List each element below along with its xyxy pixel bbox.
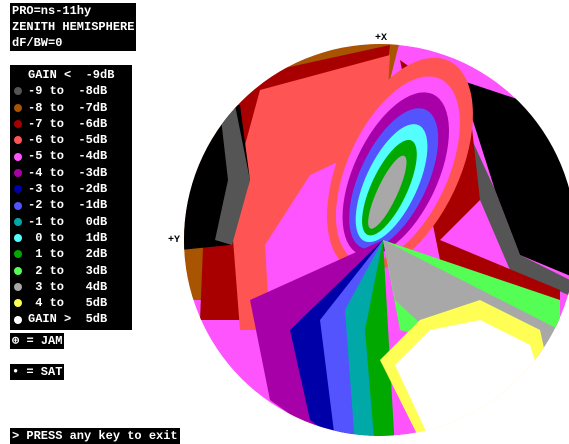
header-line: PRO=ns-11hy	[12, 4, 92, 18]
legend-label: -5 to -4dB	[28, 149, 108, 164]
jam-symbol: ⊕ = JAM	[10, 333, 65, 349]
legend-label: 3 to 4dB	[28, 279, 108, 294]
legend-row: 4 to 5dB	[12, 295, 130, 311]
legend-label: 2 to 3dB	[28, 263, 108, 278]
legend-row: -3 to -2dB	[12, 181, 130, 197]
legend-swatch	[14, 315, 22, 324]
legend-label: -9 to -8dB	[28, 84, 108, 99]
legend-swatch	[14, 299, 22, 308]
legend-row: -4 to -3dB	[12, 165, 130, 181]
legend-label: GAIN < -9dB	[28, 68, 115, 82]
legend-row: -5 to -4dB	[12, 148, 130, 164]
axis-y-label: +Y	[168, 235, 180, 246]
legend-row: -7 to -6dB	[12, 116, 130, 132]
gain-region	[215, 105, 250, 245]
legend-row: 3 to 4dB	[12, 279, 130, 295]
legend-row: 0 to 1dB	[12, 230, 130, 246]
legend: GAIN < -9dB -9 to -8dB -8 to -7dB -7 to -6d…	[10, 65, 132, 330]
legend-label: -6 to -5dB	[28, 133, 108, 148]
legend-row: -6 to -5dB	[12, 132, 130, 148]
sat-symbol: • = SAT	[10, 364, 65, 380]
legend-swatch	[14, 87, 22, 96]
legend-label: -7 to -6dB	[28, 116, 108, 131]
legend-label: -4 to -3dB	[28, 165, 108, 180]
header-line: dF/BW=0	[12, 36, 63, 50]
legend-label: 4 to 5dB	[28, 296, 108, 311]
legend-swatch	[14, 120, 22, 129]
legend-swatch	[14, 103, 22, 112]
legend-row: -1 to 0dB	[12, 214, 130, 230]
legend-row: GAIN > 5dB	[12, 311, 130, 327]
legend-swatch	[14, 168, 22, 177]
legend-row: 2 to 3dB	[12, 263, 130, 279]
legend-swatch	[14, 136, 22, 145]
legend-swatch	[14, 266, 22, 275]
gain-region	[368, 155, 407, 229]
legend-row: -8 to -7dB	[12, 100, 130, 116]
legend-swatch	[14, 283, 22, 291]
header-line: ZENITH HEMISPHERE	[12, 20, 135, 34]
header: PRO=ns-11hy ZENITH HEMISPHERE dF/BW=0	[10, 3, 137, 51]
legend-swatch	[14, 201, 22, 210]
jam-label: = JAM	[26, 334, 63, 348]
gain-pattern	[184, 44, 569, 436]
legend-swatch	[14, 250, 22, 259]
legend-label: 0 to 1dB	[28, 230, 108, 245]
legend-label: 1 to 2dB	[28, 247, 108, 262]
legend-row: -2 to -1dB	[12, 197, 130, 213]
gain-region	[230, 55, 390, 330]
legend-swatch	[14, 185, 22, 194]
legend-row: GAIN < -9dB	[12, 67, 130, 83]
legend-swatch	[14, 71, 22, 80]
legend-label: -2 to -1dB	[28, 198, 108, 213]
legend-row: 1 to 2dB	[12, 246, 130, 262]
legend-swatch	[14, 234, 22, 243]
sat-icon: •	[12, 365, 27, 379]
gain-region	[365, 240, 395, 436]
legend-swatch	[14, 152, 22, 161]
legend-swatch	[14, 217, 22, 226]
legend-label: GAIN > 5dB	[28, 312, 108, 327]
legend-label: -1 to 0dB	[28, 214, 108, 229]
legend-label: -8 to -7dB	[28, 100, 108, 115]
axis-x-label: +X	[375, 33, 387, 44]
footer: > PRESS any key to exit	[10, 428, 180, 444]
jam-icon: ⊕	[12, 334, 27, 348]
sat-label: = SAT	[26, 365, 63, 379]
legend-row: -9 to -8dB	[12, 83, 130, 99]
legend-label: -3 to -2dB	[28, 182, 108, 197]
